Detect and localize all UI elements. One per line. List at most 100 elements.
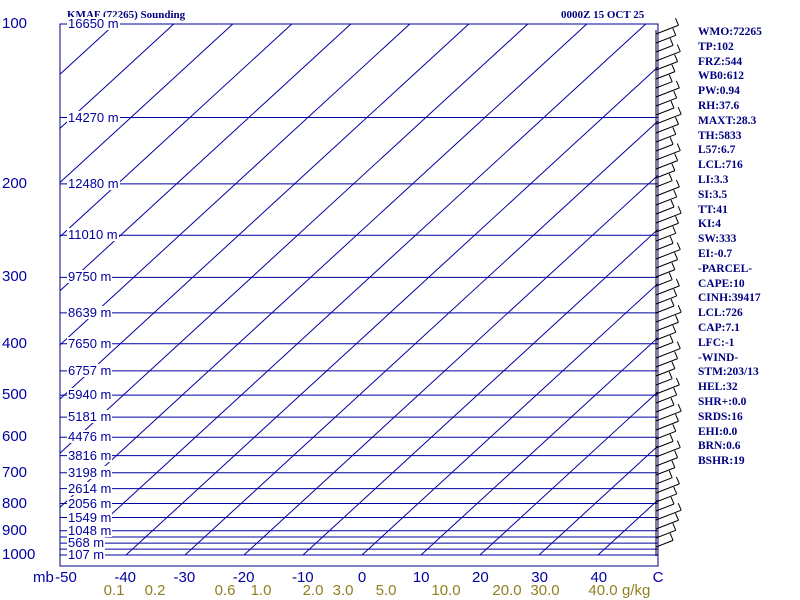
index-value: SW:333 <box>698 233 737 246</box>
wind-barb-flag <box>674 351 679 359</box>
isotherm-line <box>302 228 659 556</box>
index-value: LCL:726 <box>698 307 743 320</box>
temperature-tick-label: 30 <box>531 569 548 586</box>
wind-barb-flag <box>675 179 680 188</box>
wind-barb <box>655 519 679 530</box>
wind-barb <box>655 242 674 251</box>
height-label: 3198 m <box>67 464 113 480</box>
wind-barb-flag <box>675 80 680 89</box>
height-label: 8639 m <box>67 304 113 320</box>
wind-barb-flag <box>668 470 673 478</box>
wind-barb <box>655 186 680 197</box>
temperature-tick-label: 10 <box>412 569 430 586</box>
wind-barb-flag <box>675 216 679 224</box>
wind-barb <box>655 150 681 161</box>
height-label: 2056 m <box>67 495 113 511</box>
index-value: L57:6.7 <box>698 144 736 157</box>
wind-barb <box>655 61 678 71</box>
wind-barb <box>655 457 678 467</box>
wind-barb-flag <box>670 397 675 406</box>
height-label: 2614 m <box>67 480 113 496</box>
mixing-ratio-tick-label: 20.0 <box>492 582 522 599</box>
wind-barb-flag <box>675 18 679 26</box>
wind-barb <box>655 384 680 395</box>
wind-barb <box>655 341 674 350</box>
wind-barb-flag <box>677 305 682 313</box>
wind-barb-flag <box>671 460 676 468</box>
wind-barb-flag <box>676 242 681 250</box>
wind-barb-flag <box>675 414 679 422</box>
wind-barb <box>655 321 679 332</box>
height-label: 4476 m <box>67 429 113 445</box>
isotherm-line <box>420 337 659 556</box>
wind-barb-flag <box>676 341 681 349</box>
index-value: SHR+:0.0 <box>698 395 747 408</box>
temperature-tick-label: 20 <box>472 569 489 586</box>
height-label: 6757 m <box>67 362 113 378</box>
pressure-tick-label: 400 <box>2 334 28 352</box>
wind-barb <box>655 133 676 143</box>
wind-barb-flag <box>673 90 678 99</box>
isotherm-line <box>59 23 411 346</box>
index-value: BSHR:19 <box>698 455 745 468</box>
wind-barb-flag <box>673 189 678 198</box>
wind-barb <box>655 206 675 215</box>
wind-barb <box>655 539 674 548</box>
wind-barb-flag <box>675 377 680 386</box>
wind-barb-flag <box>677 503 682 511</box>
wind-barb <box>655 529 676 539</box>
wind-barb <box>655 368 676 377</box>
index-value: SRDS:16 <box>698 410 743 423</box>
wind-barb-flag <box>669 533 674 541</box>
sounding-time: 0000Z 15 OCT 25 <box>561 9 645 21</box>
temperature-tick-label: -50 <box>55 569 77 586</box>
isotherm-line <box>59 23 234 183</box>
wind-barb <box>655 295 677 305</box>
wind-barb-flag <box>677 404 682 412</box>
wind-barb <box>655 81 673 89</box>
height-label: 7650 m <box>67 335 113 351</box>
index-value: PW:0.94 <box>698 85 740 98</box>
height-label: 107 m <box>67 547 106 562</box>
wind-barb-flag <box>668 74 673 82</box>
pressure-tick-label: 200 <box>2 174 28 192</box>
wind-barb-flag <box>672 127 677 135</box>
wind-barb <box>655 447 681 458</box>
isotherm-line <box>125 66 659 556</box>
index-value: -PARCEL- <box>698 262 753 275</box>
index-value: KI:4 <box>698 218 721 231</box>
mixing-ratio-tick-label: 10.0 <box>431 582 461 599</box>
wind-barb-flag <box>675 117 679 125</box>
wind-barb-flag <box>673 387 678 396</box>
wind-barb-flag <box>675 278 680 287</box>
mixing-ratio-tick-label: 1.0 <box>250 582 272 599</box>
wind-barb <box>655 305 675 314</box>
wind-barb <box>655 222 679 233</box>
wind-barb <box>655 160 678 170</box>
wind-barb-flag <box>670 298 675 307</box>
wind-barb-flag <box>675 513 679 521</box>
height-label: 14270 m <box>67 109 120 125</box>
wind-barb <box>655 477 673 485</box>
wind-barb <box>655 87 680 98</box>
index-value: LFC:-1 <box>698 336 735 349</box>
wind-barb-flag <box>668 371 673 379</box>
isotherm-line <box>59 23 470 400</box>
wind-barb-flag <box>671 361 676 369</box>
index-value: TP:102 <box>698 40 734 53</box>
wind-barb <box>655 503 675 512</box>
index-value: LI:3.3 <box>698 173 729 186</box>
index-value: HEL:32 <box>698 381 738 394</box>
index-value: TT:41 <box>698 203 728 216</box>
mixing-ratio-tick-label: 0.1 <box>103 582 125 599</box>
mixing-ratio-tick-label: 30.0 <box>530 582 560 599</box>
wind-barb <box>655 123 679 134</box>
wind-barb <box>655 358 678 368</box>
pressure-tick-label: 500 <box>2 386 28 404</box>
pressure-tick-label: 900 <box>2 521 28 539</box>
wind-barb-flag <box>673 288 678 297</box>
height-label: 568 m <box>67 535 106 551</box>
wind-barb <box>655 143 674 152</box>
wind-barb <box>655 107 675 116</box>
wind-barb-flag <box>669 137 674 145</box>
